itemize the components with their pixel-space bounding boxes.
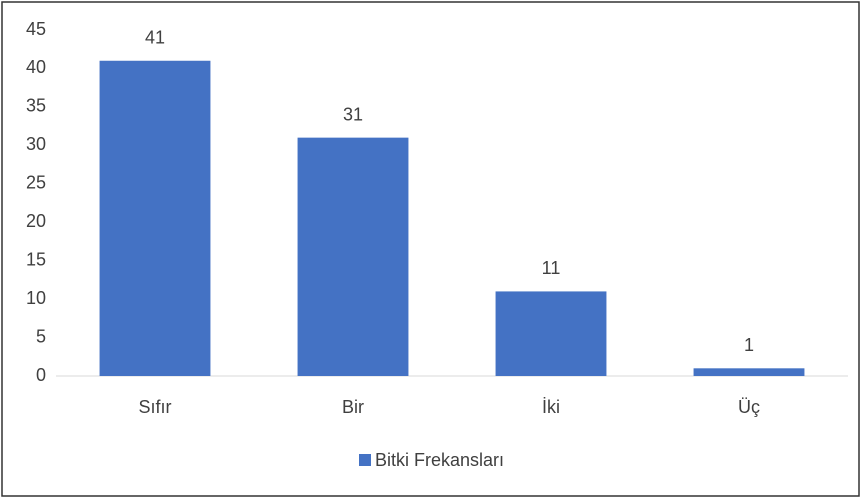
y-tick-label: 45: [26, 19, 46, 39]
legend-swatch: [359, 454, 371, 466]
data-label: 41: [145, 28, 165, 48]
x-tick-label: Sıfır: [138, 397, 171, 417]
data-label: 11: [542, 258, 561, 278]
y-tick-label: 20: [26, 211, 46, 231]
x-tick-label: Üç: [738, 397, 760, 417]
bar: [495, 291, 607, 376]
y-tick-label: 5: [36, 326, 46, 346]
y-tick-label: 25: [26, 173, 46, 193]
y-tick-label: 35: [26, 96, 46, 116]
y-tick-label: 0: [36, 365, 46, 385]
x-tick-label: Bir: [342, 397, 364, 417]
y-tick-label: 10: [26, 288, 46, 308]
legend-label: Bitki Frekansları: [375, 450, 504, 470]
bar: [297, 137, 409, 376]
data-label: 31: [343, 104, 363, 124]
y-tick-label: 15: [26, 249, 46, 269]
y-tick-label: 40: [26, 57, 46, 77]
x-tick-label: İki: [542, 397, 560, 417]
data-label: 1: [744, 335, 754, 355]
y-tick-label: 30: [26, 134, 46, 154]
bar: [693, 368, 805, 376]
bar: [99, 60, 211, 376]
